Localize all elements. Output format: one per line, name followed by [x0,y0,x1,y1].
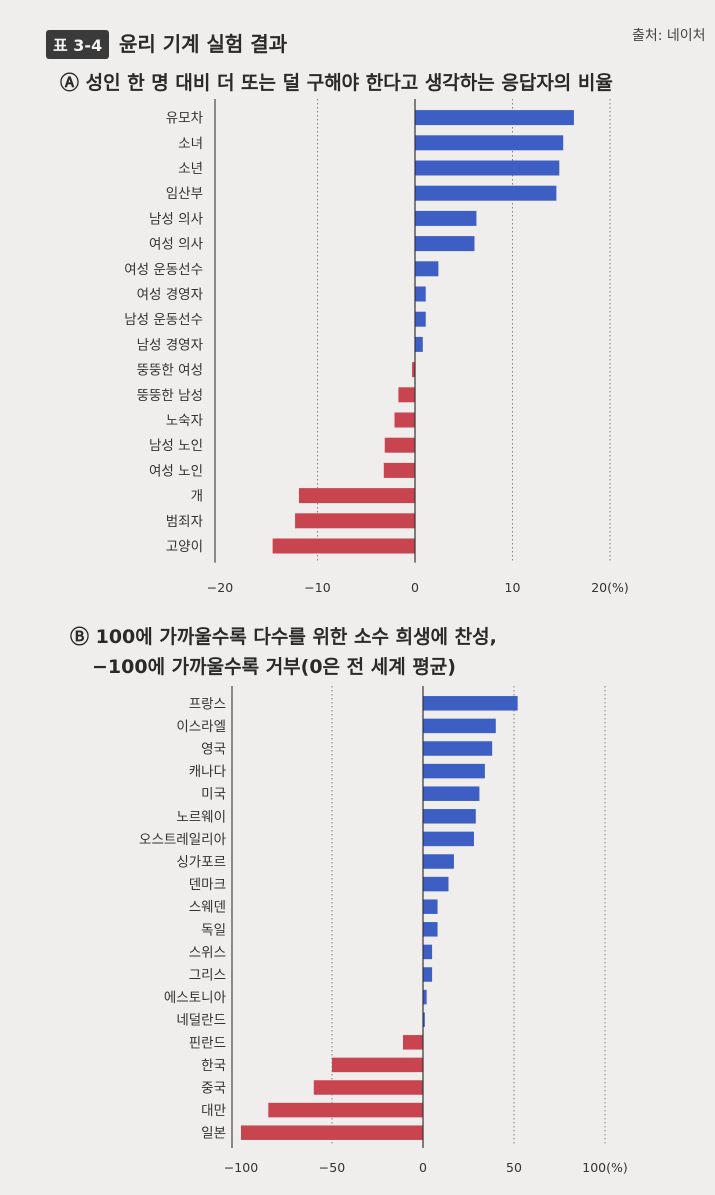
chart-b-tick-label: 0 [419,1160,427,1175]
figure-title: 윤리 기계 실험 결과 [119,32,288,56]
chart-a-tick-label: 20(%) [591,580,629,595]
chart-a-category-label: 여성 의사 [149,237,204,253]
chart-b-bar [423,854,454,869]
chart-b-category-label: 프랑스 [189,696,226,712]
chart-a-category-label: 임산부 [166,186,203,202]
chart-a-bar [415,311,426,327]
chart-a-category-label: 소년 [178,161,203,177]
chart-a-category-label: 남성 의사 [149,211,204,227]
chart-a-bar [415,160,560,176]
chart-b-bar [423,809,476,824]
chart-a-tick-label: −20 [207,580,233,595]
chart-a-category-label: 소녀 [178,136,203,152]
chart-a-bar [398,387,415,403]
chart-b-bar [402,1035,423,1050]
chart-a-category-label: 노숙자 [166,413,204,429]
chart-a-bar [298,488,415,504]
chart-a-bar [295,513,415,529]
chart-b-category-label: 캐나다 [189,764,227,780]
chart-b-bar [423,944,433,960]
figure-number-badge: 표 3-4 [46,30,110,59]
chart-b-category-label: 미국 [201,787,226,803]
chart-a-bar [415,336,423,352]
chart-a-bar [415,135,564,151]
chart-b-title-line2: −100에 가까울수록 거부(0은 전 세계 평균) [92,656,456,678]
chart-b-category-label: 노르웨이 [176,809,226,825]
chart-a-category-label: 유모차 [166,111,204,127]
chart-b-bar [423,989,427,1005]
chart-b-category-label: 핀란드 [189,1035,226,1051]
chart-a-tick-label: 0 [411,580,419,595]
chart-b-bar [241,1125,423,1140]
chart-b-tick-label: −50 [319,1160,345,1175]
chart-b-bar [423,876,449,892]
chart-a-category-label: 고양이 [166,539,203,555]
chart-a-category-label: 범죄자 [166,514,204,530]
chart-b-bar [332,1057,423,1073]
figure-header: 표 3-4 윤리 기계 실험 결과 출처: 네이처 [0,0,715,100]
chart-b-category-label: 스위스 [189,945,226,961]
chart-a-bar [415,210,477,226]
chart-b-bar [423,696,518,711]
chart-b-category-label: 싱가포르 [176,855,226,871]
chart-a-tick-label: −10 [304,580,330,595]
chart-a-category-label: 남성 경영자 [137,337,204,353]
chart-a-category-label: 여성 경영자 [137,287,204,303]
chart-b-title-line1: Ⓑ 100에 가까울수록 다수를 위한 소수 희생에 찬성, [70,626,497,648]
chart-b-category-label: 오스트레일리아 [139,832,227,848]
chart-b-tick-label: 100(%) [582,1160,628,1175]
chart-a-category-label: 뚱뚱한 남성 [137,388,203,404]
chart-b-category-label: 영국 [201,742,226,758]
chart-b-bar [423,741,493,756]
chart-a-category-label: 뚱뚱한 여성 [137,363,203,379]
chart-a-title: Ⓐ 성인 한 명 대비 더 또는 덜 구해야 한다고 생각하는 응답자의 비율 [60,72,613,94]
chart-b-category-label: 네덜란드 [176,1013,226,1029]
chart-a-tick-label: 10 [505,580,521,595]
chart-b-bar [423,786,480,801]
chart-b-bar [423,831,474,847]
chart-b-category-label: 대만 [201,1103,226,1119]
chart-a-bar [394,412,415,428]
chart-b-category-label: 그리스 [189,968,226,984]
chart-b-category-label: 일본 [201,1126,226,1142]
chart-b-category-label: 한국 [201,1058,226,1074]
chart-b-bar [423,1012,425,1027]
chart-b-category-label: 독일 [201,922,226,938]
chart-a-bar [415,261,439,277]
chart-a-bar [384,437,415,453]
chart-a-category-label: 여성 노인 [149,463,203,479]
chart-b-category-label: 스웨덴 [189,900,226,916]
chart-b-bar [423,763,485,779]
chart-a-category-label: 개 [191,489,203,505]
chart-b-bar [423,922,438,937]
figure-source: 출처: 네이처 [632,28,706,44]
chart-a-bar [415,236,475,252]
chart-b-tick-label: −100 [224,1160,258,1175]
chart-b-bar [423,899,438,914]
chart-b: 프랑스이스라엘영국캐나다미국노르웨이오스트레일리아싱가포르덴마크스웨덴독일스위스… [139,686,628,1175]
chart-a-category-label: 여성 운동선수 [124,262,203,278]
chart-b-bar [268,1102,423,1118]
chart-a-bar [415,185,557,201]
chart-a-bar [415,286,426,302]
chart-b-category-label: 덴마크 [189,877,226,893]
chart-a-bar [415,110,574,126]
chart-a-category-label: 남성 노인 [149,438,203,454]
chart-b-tick-label: 50 [506,1160,522,1175]
chart-b-category-label: 에스토니아 [164,990,227,1006]
chart-a-bar [412,362,415,378]
chart-a-bar [383,462,415,478]
chart-b-bar [423,967,433,982]
chart-b-category-label: 중국 [201,1081,226,1097]
chart-a-bar [272,538,415,554]
chart-b-category-label: 이스라엘 [176,719,226,735]
chart-b-bar [313,1080,423,1095]
chart-b-bar [423,718,496,734]
chart-a-category-label: 남성 운동선수 [124,312,203,328]
